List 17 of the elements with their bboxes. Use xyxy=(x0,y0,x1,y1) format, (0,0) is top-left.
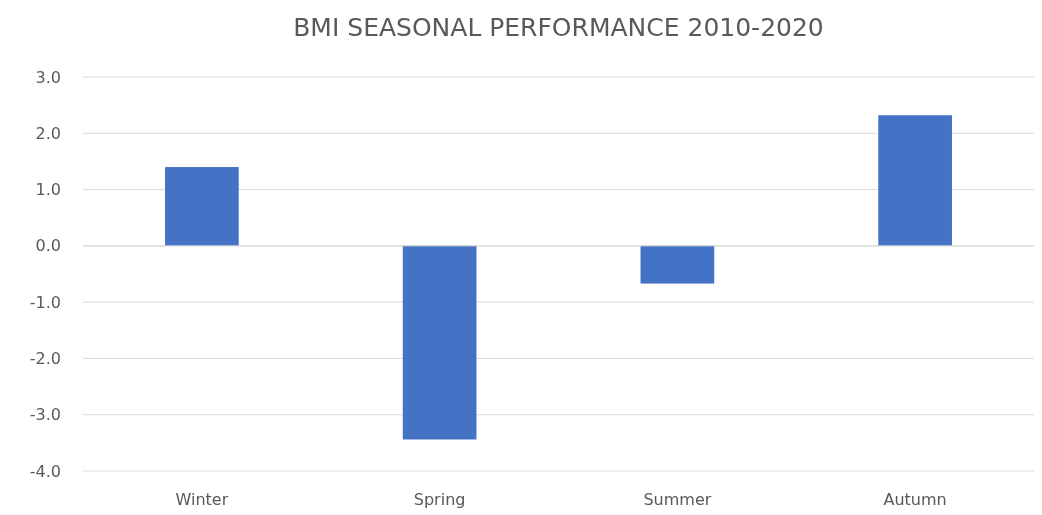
y-tick-label: 1.0 xyxy=(35,180,61,200)
y-tick-label: 2.0 xyxy=(35,123,61,143)
y-tick-label: -2.0 xyxy=(29,349,61,369)
bar xyxy=(878,115,952,246)
chart-title: BMI SEASONAL PERFORMANCE 2010-2020 xyxy=(293,13,824,42)
y-tick-label: 0.0 xyxy=(35,236,61,256)
bar xyxy=(165,167,239,246)
y-tick-label: -4.0 xyxy=(29,461,61,481)
bar xyxy=(402,245,477,440)
x-tick-label: Winter xyxy=(175,490,229,509)
x-tick-label: Spring xyxy=(413,490,466,509)
bar xyxy=(640,245,715,284)
x-tick-label: Autumn xyxy=(883,490,947,509)
y-tick-label: 3.0 xyxy=(35,67,61,87)
y-tick-label: -1.0 xyxy=(29,292,61,312)
y-tick-label: -3.0 xyxy=(29,405,61,425)
x-tick-label: Summer xyxy=(643,490,712,509)
